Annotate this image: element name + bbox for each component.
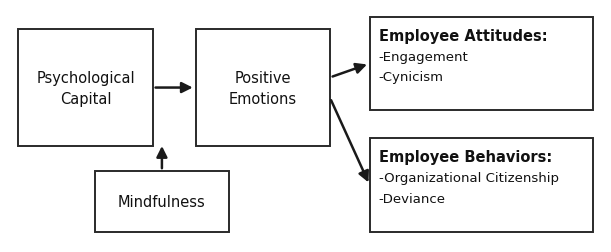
FancyBboxPatch shape (95, 171, 229, 232)
Text: Mindfulness: Mindfulness (118, 194, 206, 209)
Text: Positive
Emotions: Positive Emotions (229, 70, 297, 106)
Text: -Cynicism: -Cynicism (379, 71, 444, 84)
Text: Employee Attitudes:: Employee Attitudes: (379, 29, 547, 44)
FancyBboxPatch shape (196, 30, 330, 146)
Text: Employee Behaviors:: Employee Behaviors: (379, 150, 552, 165)
FancyBboxPatch shape (18, 30, 153, 146)
Text: -Organizational Citizenship: -Organizational Citizenship (379, 171, 559, 184)
Text: -Deviance: -Deviance (379, 192, 446, 205)
FancyBboxPatch shape (370, 139, 593, 232)
Text: -Engagement: -Engagement (379, 50, 469, 63)
FancyBboxPatch shape (370, 18, 593, 111)
Text: Psychological
Capital: Psychological Capital (36, 70, 135, 106)
